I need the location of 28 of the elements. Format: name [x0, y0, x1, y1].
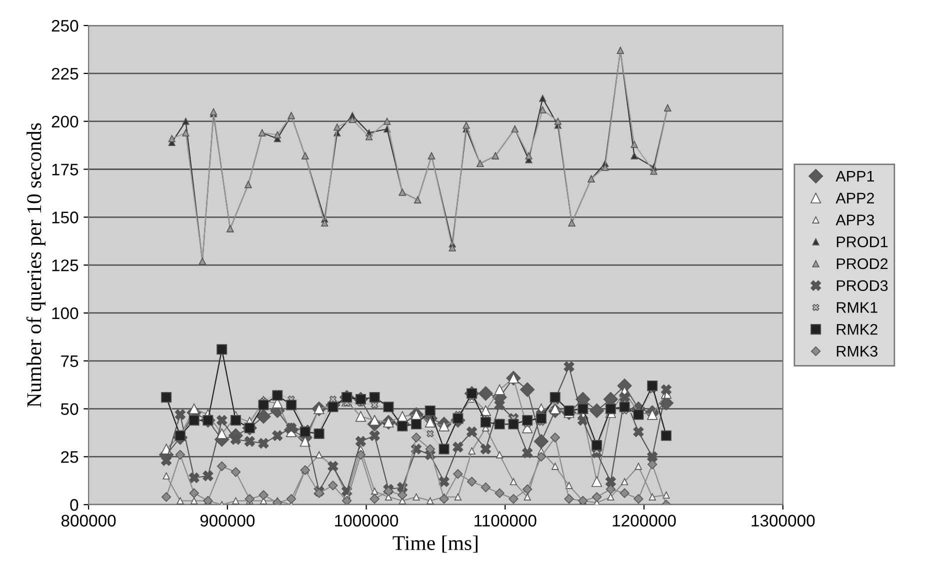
x-tick-label: 1200000 — [612, 514, 676, 527]
legend-label: PROD3 — [836, 280, 888, 292]
y-tick-label: 100 — [52, 307, 78, 320]
x-tick-label: 1300000 — [752, 514, 815, 527]
x-tick-label: 800000 — [61, 514, 116, 527]
legend-label: PROD1 — [836, 236, 888, 248]
x-tick-label: 900000 — [200, 514, 255, 527]
legend-label: RMK2 — [836, 324, 878, 335]
y-tick-label: 125 — [52, 259, 78, 272]
x-axis-title: Time [ms] — [392, 535, 478, 553]
y-tick-label: 0 — [70, 499, 78, 511]
y-tick-label: 250 — [52, 20, 78, 32]
y-axis-title: Number of queries per 10 seconds — [26, 123, 46, 408]
legend-label: APP3 — [836, 214, 874, 226]
legend-label: RMK1 — [836, 302, 878, 313]
legend-label: APP1 — [836, 170, 874, 182]
x-tick-label: 1000000 — [335, 514, 398, 527]
y-tick-label: 50 — [60, 403, 78, 416]
legend-label: PROD2 — [836, 258, 888, 270]
y-tick-label: 200 — [52, 116, 78, 128]
y-tick-label: 75 — [61, 355, 78, 368]
y-tick-label: 225 — [52, 68, 78, 80]
legend-label: RMK3 — [836, 346, 878, 357]
legend-label: APP2 — [836, 192, 874, 204]
y-tick-label: 175 — [52, 164, 78, 176]
y-tick-label: 150 — [52, 212, 78, 224]
x-tick-label: 1100000 — [474, 514, 536, 527]
y-tick-label: 25 — [61, 451, 78, 463]
